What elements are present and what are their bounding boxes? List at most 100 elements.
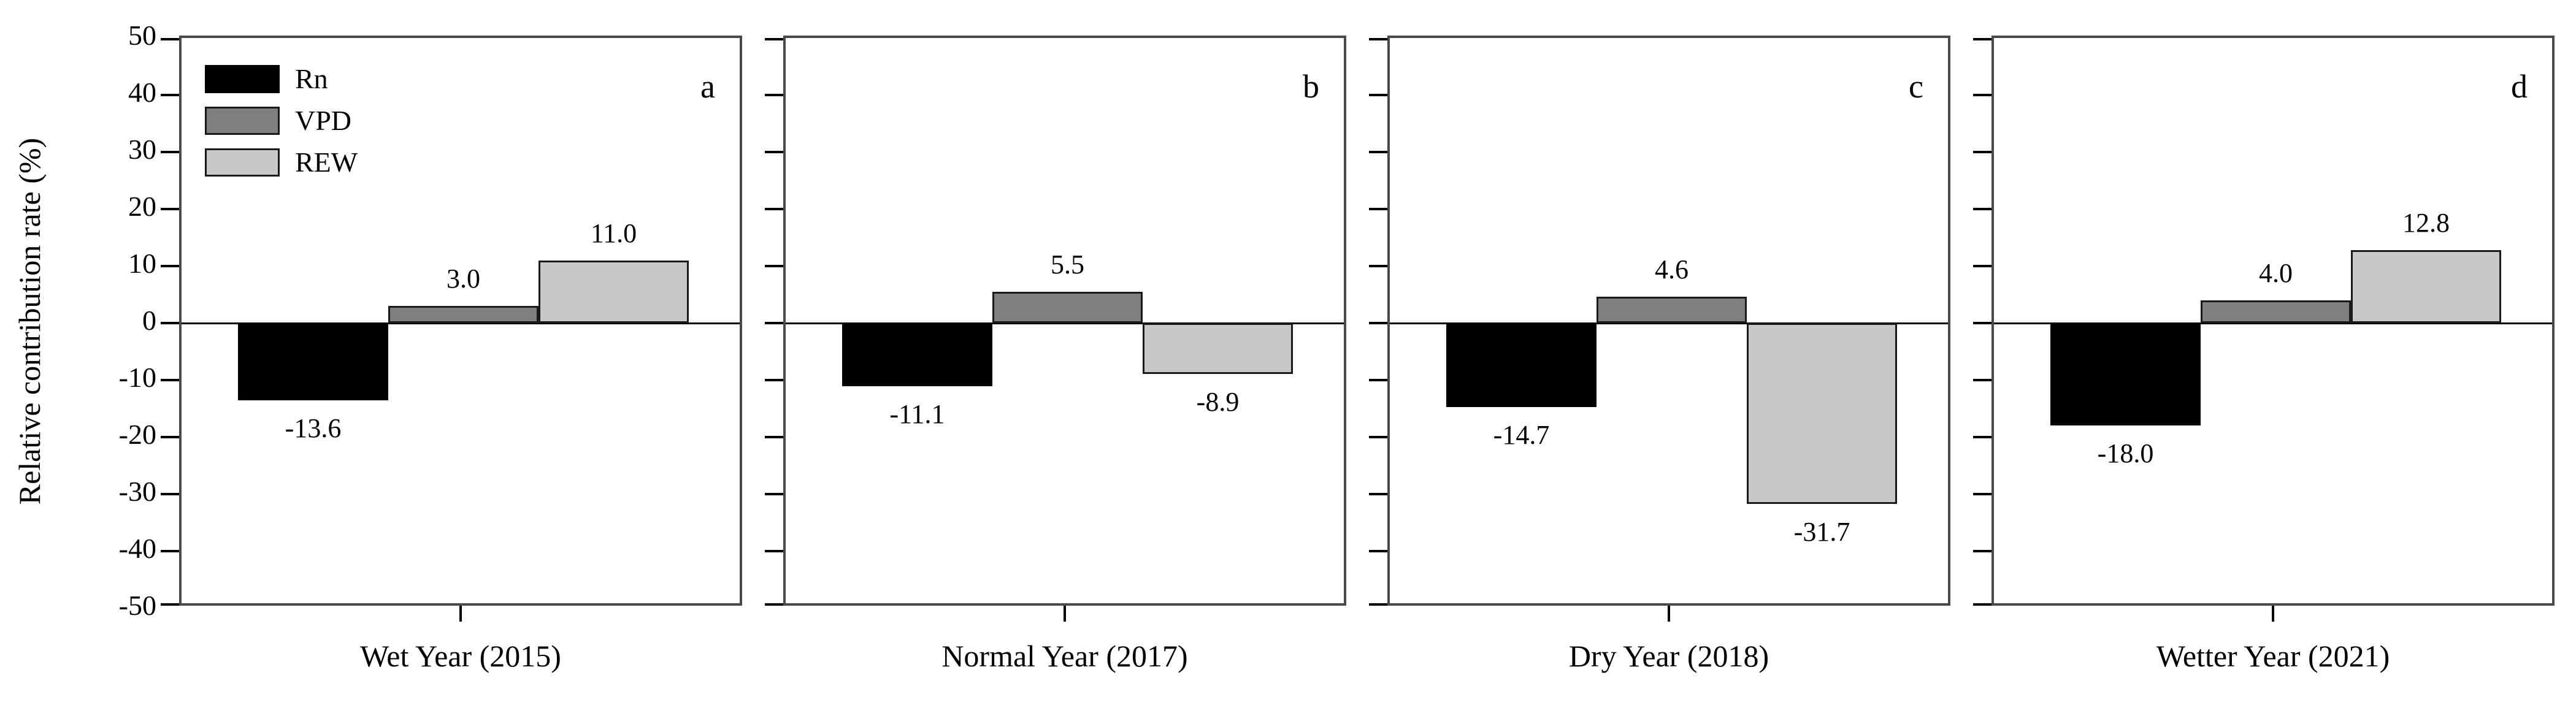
y-tick [161,493,179,495]
y-tick [1973,265,1991,267]
y-tick-label: 40 [128,77,156,108]
bar-rew [539,260,689,323]
y-tick [1973,94,1991,96]
bar-value-label: 4.6 [1655,254,1689,285]
y-tick [1369,603,1387,606]
y-tick [161,436,179,438]
y-tick [1369,550,1387,552]
y-tick-label: 30 [128,134,156,165]
bar-value-label: 3.0 [447,264,480,294]
bar-vpd [992,291,1143,323]
y-tick [161,379,179,381]
y-tick-label: -20 [118,419,156,450]
y-tick [1973,379,1991,381]
y-tick [1369,38,1387,40]
zero-line [182,322,740,324]
y-tick-label: -10 [118,362,156,393]
bar-rn [1446,323,1597,407]
y-tick [765,493,783,495]
y-tick [161,603,179,606]
panel-c: -14.7 4.6 -31.7 c [1369,36,1950,606]
bar-value-label: -18.0 [2097,438,2154,469]
y-tick [161,550,179,552]
bar-rn [238,323,388,401]
bar-rew [2351,250,2501,323]
panel-letter-c: c [1909,68,1923,105]
bar-value-label: -31.7 [1793,516,1850,547]
y-tick [765,208,783,210]
y-tick [765,322,783,324]
y-tick [765,379,783,381]
y-tick [1369,265,1387,267]
y-tick [765,265,783,267]
x-axis-label-1: Wet Year (2015) [360,639,561,673]
legend-swatch-rew [205,148,280,177]
bar-value-label: -11.1 [889,399,945,430]
bar-value-label: -8.9 [1196,386,1240,417]
y-tick [1973,603,1991,606]
y-tick [1973,550,1991,552]
legend-label-vpd: VPD [295,105,352,136]
x-tick [459,606,462,622]
bar-vpd [1597,297,1747,323]
y-tick [765,151,783,153]
y-tick [765,603,783,606]
y-tick [1369,493,1387,495]
y-tick [765,550,783,552]
y-tick-label: 0 [142,305,156,336]
y-tick [1369,94,1387,96]
bar-rn [842,323,992,387]
x-axis-label-4: Wetter Year (2021) [2156,639,2390,673]
x-tick [1668,606,1670,622]
bar-value-label: 5.5 [1051,249,1084,280]
y-tick [1369,151,1387,153]
y-tick-label: -40 [118,533,156,564]
y-tick [1973,38,1991,40]
bar-value-label: -13.6 [285,413,342,444]
legend-label-rew: REW [295,147,358,178]
y-tick [161,208,179,210]
y-tick [161,322,179,324]
legend-label-rn: Rn [295,63,328,94]
y-tick [1973,493,1991,495]
zero-line [786,322,1344,324]
y-tick [161,265,179,267]
x-tick [2272,606,2274,622]
bar-value-label: -14.7 [1493,419,1550,450]
x-axis-label-3: Dry Year (2018) [1568,639,1769,673]
y-tick-label: 50 [128,20,156,51]
y-tick [1973,322,1991,324]
bar-rn [2050,323,2201,426]
bar-value-label: 4.0 [2259,257,2293,288]
y-tick [1369,436,1387,438]
x-tick [1064,606,1066,622]
y-tick [765,38,783,40]
panel-b: -11.1 5.5 -8.9 b [765,36,1346,606]
y-tick [161,94,179,96]
y-tick [1973,208,1991,210]
legend-swatch-vpd [205,107,280,135]
y-tick [161,151,179,153]
y-tick-label: -50 [118,590,156,621]
y-tick [1369,208,1387,210]
y-tick [161,38,179,40]
bar-rew [1747,323,1897,504]
y-tick [1369,322,1387,324]
bar-value-label: 11.0 [590,218,637,248]
y-tick-label: -30 [118,476,156,507]
y-tick [765,436,783,438]
zero-line [1994,322,2552,324]
panel-a: -13.6 3.0 11.0 a Rn VPD REW [161,36,742,606]
bar-rew [1143,323,1293,374]
y-tick [1973,151,1991,153]
panel-d: -18.0 4.0 12.8 d [1973,36,2555,606]
y-tick-label: 10 [128,248,156,279]
panel-letter-d: d [2511,68,2528,105]
bar-vpd [2201,300,2351,323]
y-tick-label: 20 [128,191,156,222]
panel-letter-a: a [700,68,715,105]
y-tick [765,94,783,96]
legend-swatch-rn [205,65,280,93]
bar-value-label: 12.8 [2402,207,2450,238]
